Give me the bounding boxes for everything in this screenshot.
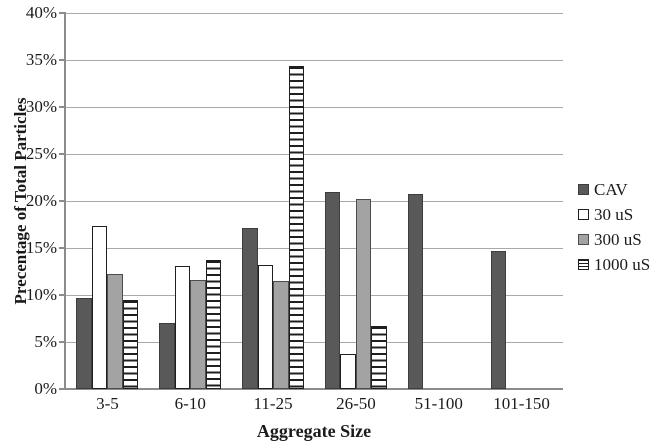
bar-300-us <box>355 199 372 389</box>
y-tick-mark <box>59 200 65 202</box>
y-tick-label: 30% <box>25 97 57 116</box>
bar-30-us <box>174 265 191 389</box>
bar-cav <box>407 194 424 389</box>
y-tick-mark <box>59 153 65 155</box>
y-tick-mark <box>59 388 65 390</box>
bar-1000-us <box>288 65 305 389</box>
bar-cav <box>76 297 92 389</box>
y-tick-label: 40% <box>25 3 57 22</box>
y-axis-line <box>64 12 66 390</box>
bar-cav <box>324 191 341 389</box>
y-tick-mark <box>59 247 65 249</box>
x-axis-line <box>64 388 563 390</box>
bar-cav <box>159 323 175 389</box>
gridline <box>66 12 563 14</box>
bar-cav <box>490 250 507 389</box>
gridline <box>66 294 563 296</box>
y-tick-label: 5% <box>34 332 57 351</box>
legend: CAV 30 uS 300 uS 1000 uS <box>578 177 650 277</box>
legend-swatch-icon <box>578 184 589 195</box>
bar-30-us <box>257 264 274 389</box>
bar-30-us <box>91 226 108 389</box>
legend-label: 1000 uS <box>594 254 651 274</box>
gridline <box>66 200 563 202</box>
x-tick-label: 101-150 <box>493 394 550 413</box>
y-tick-mark <box>59 12 65 14</box>
bar-30-us <box>340 354 356 389</box>
bar-cav <box>242 228 258 389</box>
y-tick-label: 35% <box>25 50 57 69</box>
x-tick-label: 51-100 <box>414 394 463 413</box>
legend-item: 30 uS <box>578 202 650 227</box>
bar-300-us <box>107 274 123 389</box>
bar-300-us <box>273 280 289 389</box>
gridline <box>66 153 563 155</box>
y-tick-label: 25% <box>25 144 57 163</box>
legend-swatch-icon <box>578 234 589 245</box>
legend-label: CAV <box>594 179 628 199</box>
y-tick-mark <box>59 59 65 61</box>
y-tick-mark <box>59 294 65 296</box>
x-tick-label: 26-50 <box>336 394 376 413</box>
legend-item: 300 uS <box>578 227 650 252</box>
gridline <box>66 59 563 61</box>
gridline <box>66 247 563 249</box>
x-tick-label: 6-10 <box>174 394 206 413</box>
y-tick-label: 0% <box>34 379 57 398</box>
legend-label: 30 uS <box>594 204 634 224</box>
legend-item: 1000 uS <box>578 252 650 277</box>
gridline <box>66 106 563 108</box>
gridline <box>66 341 563 343</box>
legend-label: 300 uS <box>594 229 642 249</box>
plot-area <box>66 12 563 389</box>
legend-swatch-icon <box>578 259 589 270</box>
y-tick-label: 15% <box>25 238 57 257</box>
y-tick-label: 20% <box>25 191 57 210</box>
y-tick-mark <box>59 341 65 343</box>
y-tick-label: 10% <box>25 285 57 304</box>
x-tick-label: 3-5 <box>96 394 119 413</box>
legend-item: CAV <box>578 177 650 202</box>
legend-swatch-icon <box>578 209 589 220</box>
bar-1000-us <box>122 299 139 389</box>
bar-300-us <box>190 279 206 389</box>
y-tick-mark <box>59 106 65 108</box>
x-axis-title: Aggregate Size <box>256 421 372 441</box>
bar-1000-us <box>205 260 222 389</box>
bar-1000-us <box>371 326 387 389</box>
x-tick-label: 11-25 <box>253 394 293 413</box>
